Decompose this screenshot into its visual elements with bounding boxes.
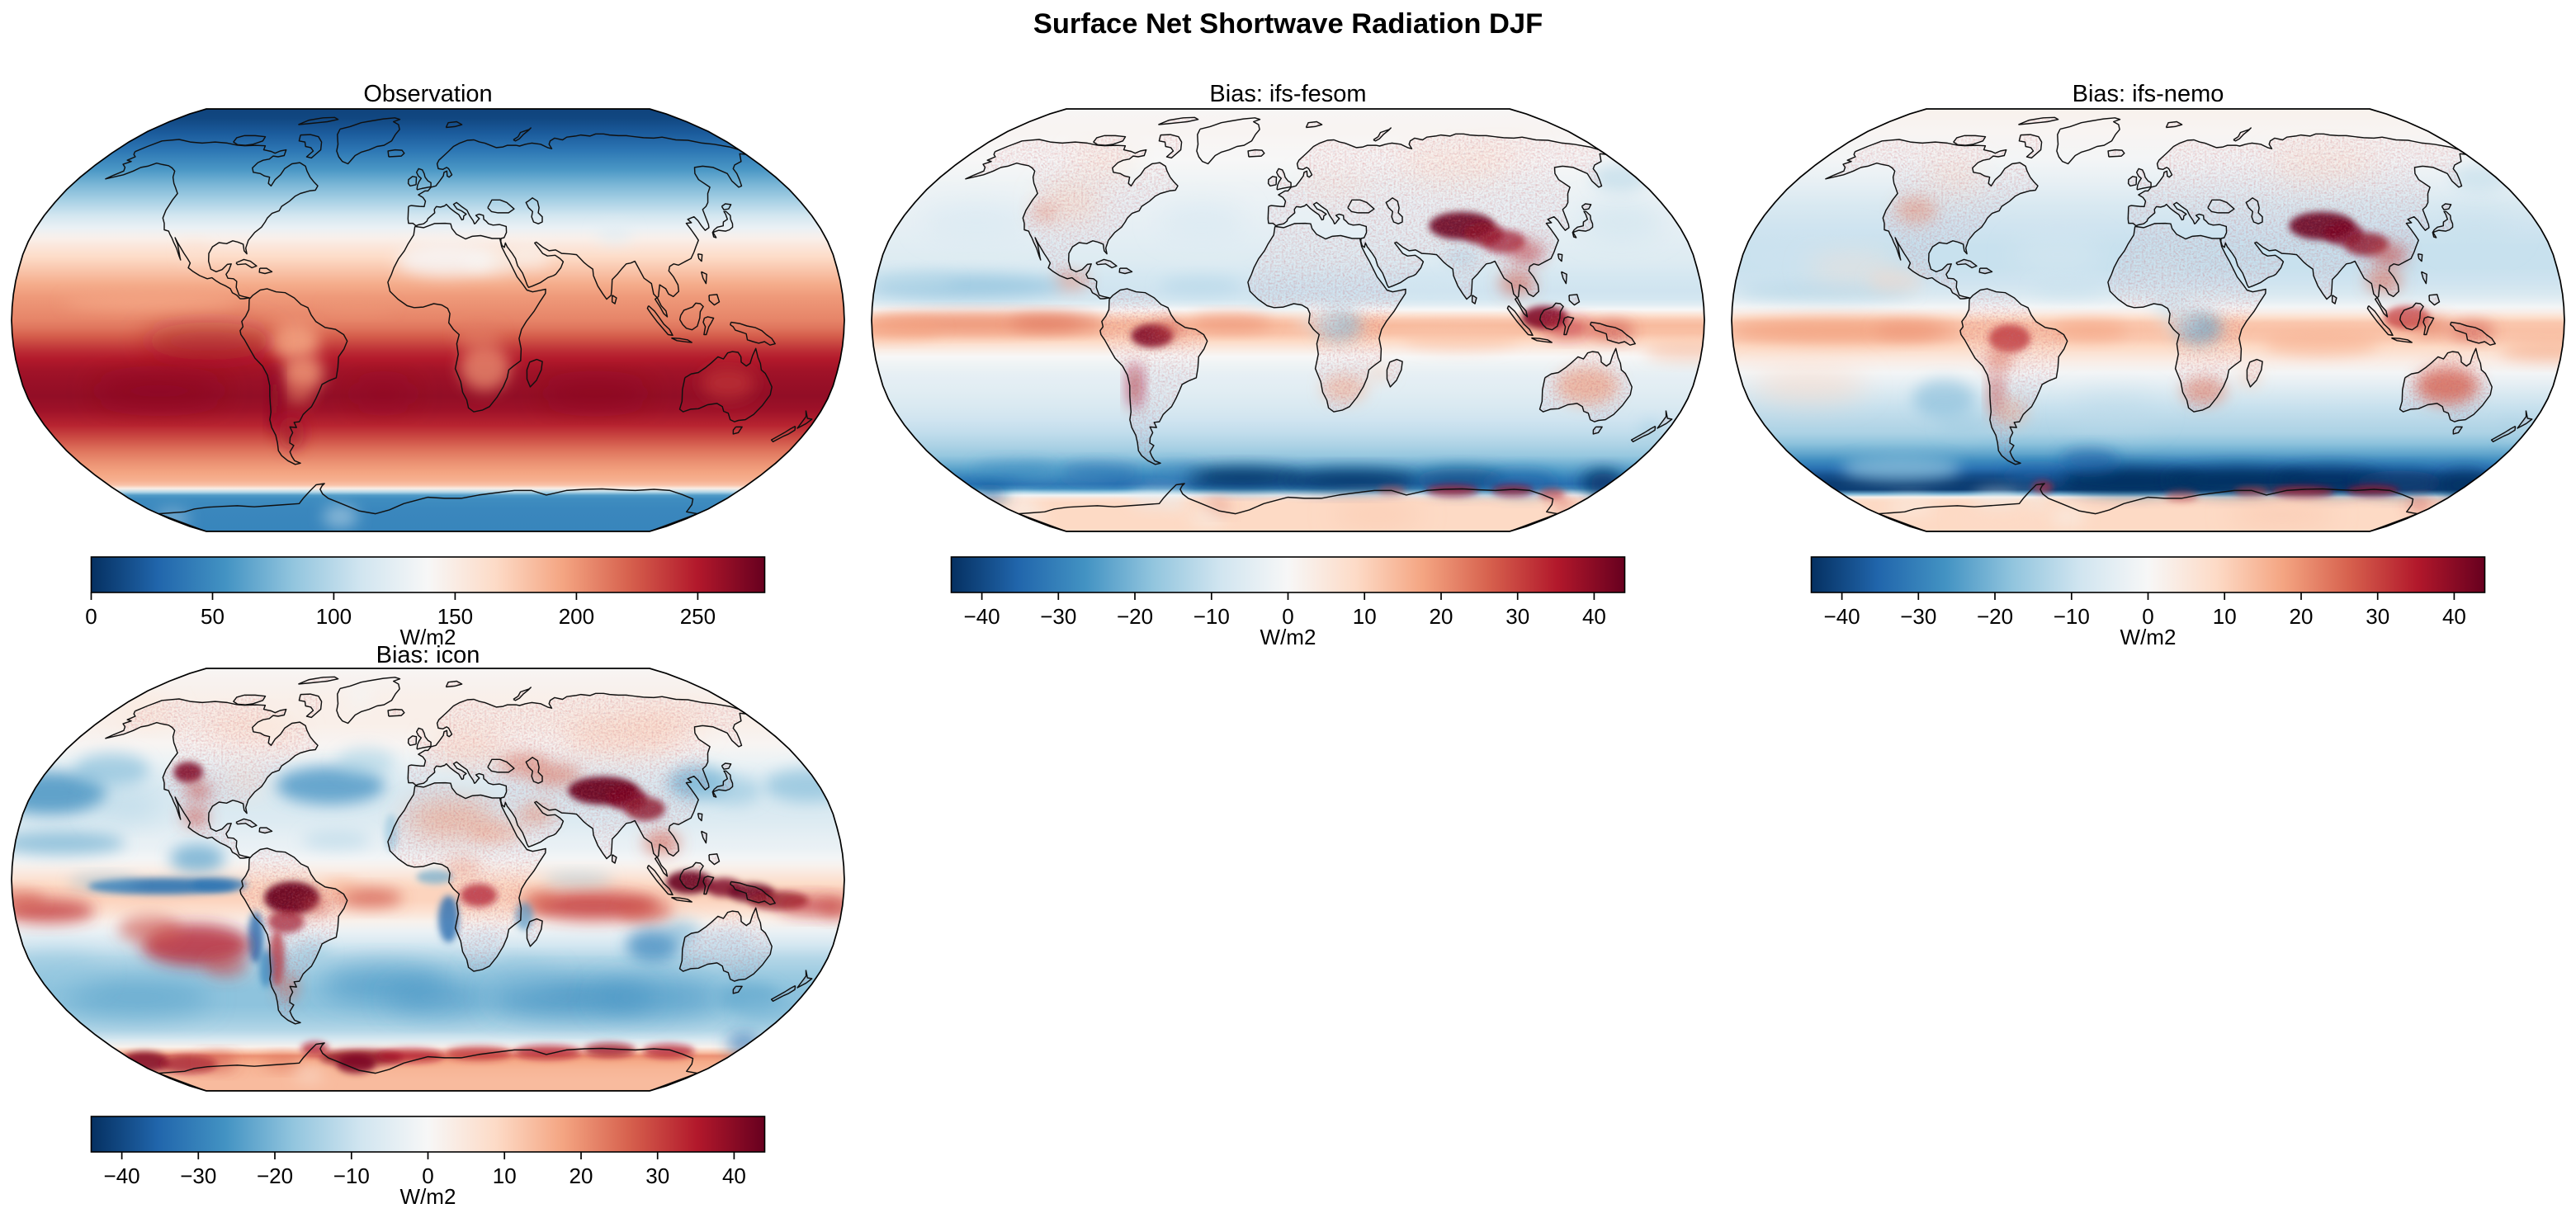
svg-text:Bias: ifs-nemo: Bias: ifs-nemo (2073, 81, 2224, 107)
svg-text:150: 150 (437, 604, 473, 629)
svg-text:30: 30 (2366, 604, 2389, 629)
svg-text:10: 10 (1353, 604, 1377, 629)
svg-text:−10: −10 (333, 1163, 370, 1188)
svg-text:40: 40 (2442, 604, 2466, 629)
svg-text:100: 100 (316, 604, 352, 629)
svg-text:20: 20 (1430, 604, 1453, 629)
svg-text:0: 0 (1282, 604, 1293, 629)
svg-text:−10: −10 (1193, 604, 1230, 629)
svg-text:Surface Net Shortwave Radiatio: Surface Net Shortwave Radiation DJF (1033, 8, 1543, 40)
svg-text:−40: −40 (1824, 604, 1860, 629)
svg-text:10: 10 (493, 1163, 517, 1188)
svg-text:W/m2: W/m2 (2120, 625, 2177, 649)
svg-text:250: 250 (680, 604, 716, 629)
svg-text:−20: −20 (1117, 604, 1153, 629)
svg-text:50: 50 (201, 604, 225, 629)
svg-text:Observation: Observation (363, 81, 492, 107)
svg-text:40: 40 (722, 1163, 746, 1188)
svg-text:−20: −20 (1977, 604, 2013, 629)
svg-text:30: 30 (645, 1163, 669, 1188)
svg-text:−10: −10 (2054, 604, 2090, 629)
svg-text:10: 10 (2213, 604, 2237, 629)
svg-text:20: 20 (570, 1163, 593, 1188)
svg-text:0: 0 (85, 604, 97, 629)
svg-text:Bias: ifs-fesom: Bias: ifs-fesom (1209, 81, 1366, 107)
svg-text:0: 0 (2142, 604, 2153, 629)
svg-text:−20: −20 (257, 1163, 293, 1188)
svg-text:−40: −40 (104, 1163, 140, 1188)
svg-text:W/m2: W/m2 (400, 625, 456, 649)
svg-text:20: 20 (2290, 604, 2314, 629)
svg-text:30: 30 (1505, 604, 1529, 629)
svg-text:40: 40 (1582, 604, 1606, 629)
svg-text:W/m2: W/m2 (400, 1184, 456, 1209)
svg-text:0: 0 (422, 1163, 433, 1188)
svg-text:Bias: icon: Bias: icon (376, 642, 480, 668)
svg-text:−30: −30 (1900, 604, 1936, 629)
svg-text:−30: −30 (180, 1163, 216, 1188)
svg-text:−40: −40 (964, 604, 1000, 629)
svg-text:W/m2: W/m2 (1260, 625, 1316, 649)
svg-text:−30: −30 (1040, 604, 1076, 629)
svg-text:200: 200 (559, 604, 594, 629)
